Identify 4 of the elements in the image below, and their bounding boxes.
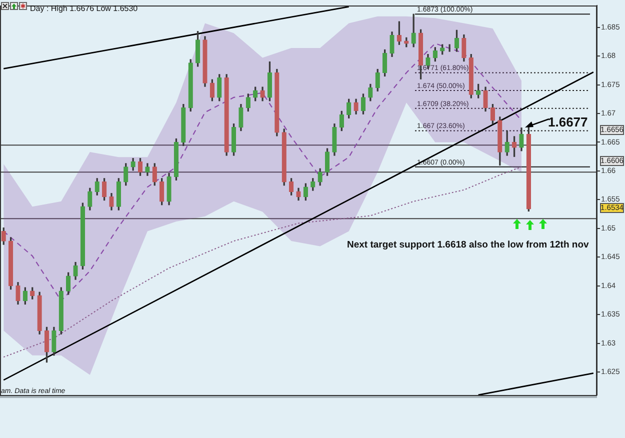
- annotation: 1.6677: [548, 114, 588, 130]
- line-series: [3, 166, 522, 358]
- annotation: Next target support 1.6618 also the low from 12th nov: [347, 240, 590, 251]
- annotation: Day : High 1.6676 Low 1.6530: [30, 4, 138, 14]
